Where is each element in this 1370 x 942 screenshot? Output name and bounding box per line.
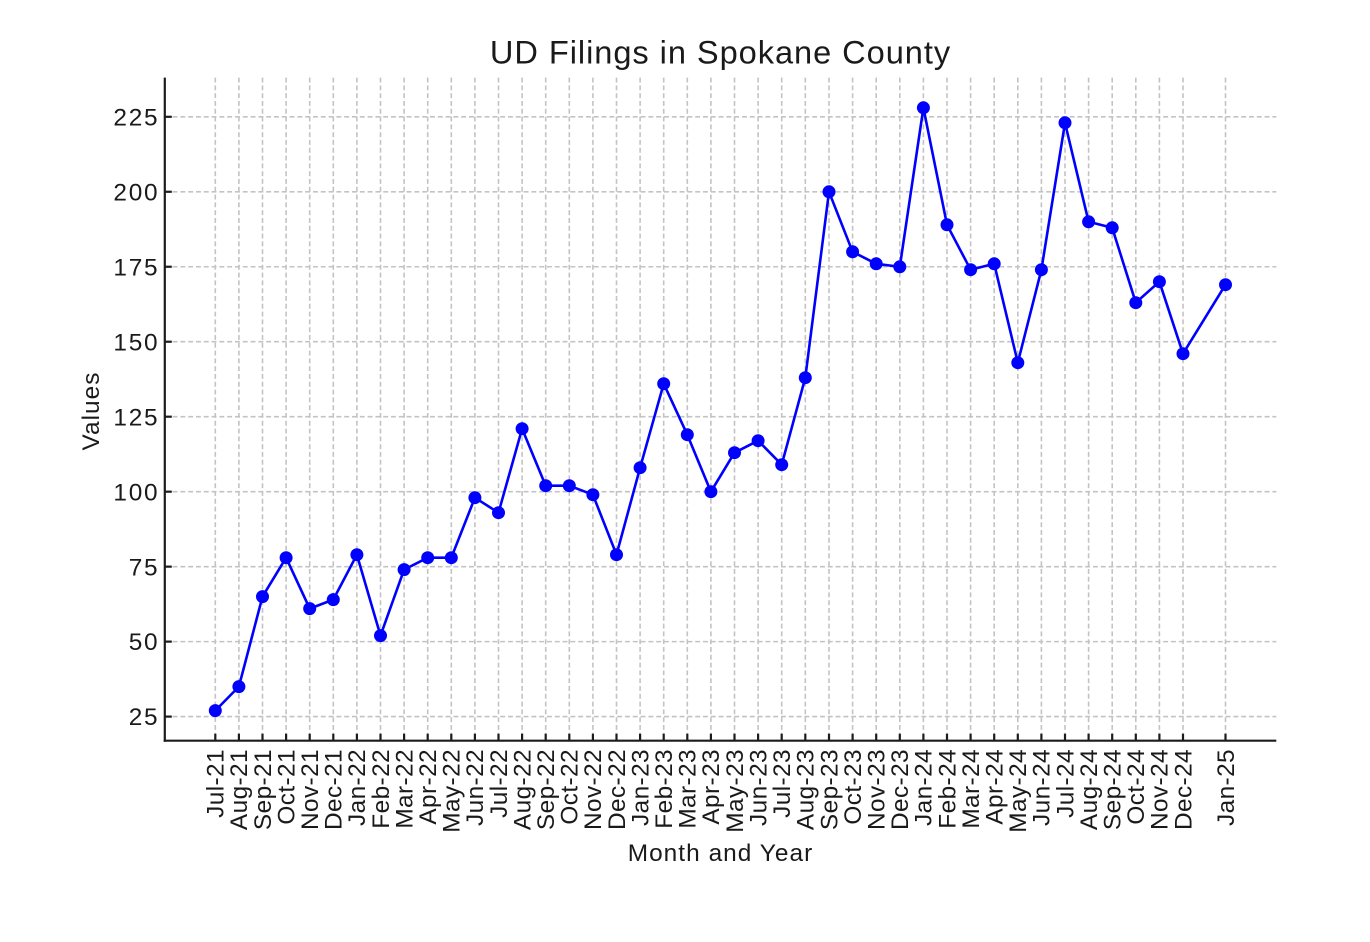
- svg-text:Nov-22: Nov-22: [580, 749, 607, 830]
- svg-text:Oct-23: Oct-23: [840, 749, 867, 825]
- svg-text:Aug-23: Aug-23: [793, 749, 820, 830]
- svg-text:Sep-21: Sep-21: [250, 749, 277, 830]
- svg-text:Jun-23: Jun-23: [745, 749, 772, 826]
- svg-text:Sep-22: Sep-22: [533, 749, 560, 830]
- svg-text:Aug-24: Aug-24: [1076, 749, 1103, 830]
- svg-text:Nov-23: Nov-23: [864, 749, 891, 830]
- svg-text:UD Filings in Spokane County: UD Filings in Spokane County: [490, 34, 951, 71]
- svg-text:Jul-24: Jul-24: [1052, 749, 1079, 818]
- svg-text:Aug-22: Aug-22: [509, 749, 536, 830]
- svg-text:Jan-22: Jan-22: [344, 749, 371, 826]
- svg-text:Dec-24: Dec-24: [1170, 749, 1197, 830]
- svg-text:Oct-21: Oct-21: [273, 749, 300, 825]
- svg-text:Sep-24: Sep-24: [1100, 749, 1127, 830]
- svg-text:100: 100: [113, 479, 159, 506]
- svg-text:Oct-24: Oct-24: [1123, 749, 1150, 825]
- svg-text:Feb-24: Feb-24: [934, 749, 961, 829]
- svg-text:Jan-24: Jan-24: [911, 749, 938, 826]
- svg-text:Nov-21: Nov-21: [297, 749, 324, 830]
- svg-text:Apr-23: Apr-23: [698, 749, 725, 825]
- svg-text:May-23: May-23: [722, 749, 749, 833]
- svg-text:Jun-22: Jun-22: [462, 749, 489, 826]
- svg-text:Sep-23: Sep-23: [816, 749, 843, 830]
- svg-text:Dec-21: Dec-21: [321, 749, 348, 830]
- svg-text:225: 225: [113, 104, 159, 131]
- svg-text:Month and Year: Month and Year: [628, 840, 814, 867]
- svg-text:75: 75: [129, 554, 160, 581]
- svg-text:Dec-22: Dec-22: [604, 749, 631, 830]
- svg-text:Mar-22: Mar-22: [391, 749, 418, 829]
- svg-text:Dec-23: Dec-23: [887, 749, 914, 830]
- svg-text:Aug-21: Aug-21: [226, 749, 253, 830]
- svg-text:Apr-22: Apr-22: [415, 749, 442, 825]
- svg-text:50: 50: [129, 629, 160, 656]
- svg-text:Feb-23: Feb-23: [651, 749, 678, 829]
- svg-text:Nov-24: Nov-24: [1147, 749, 1174, 830]
- svg-text:Oct-22: Oct-22: [557, 749, 584, 825]
- svg-text:Jan-25: Jan-25: [1213, 749, 1240, 826]
- svg-text:Feb-22: Feb-22: [368, 749, 395, 829]
- svg-text:Jul-21: Jul-21: [203, 749, 230, 818]
- svg-text:25: 25: [129, 704, 160, 731]
- svg-text:Jul-23: Jul-23: [769, 749, 796, 818]
- svg-text:175: 175: [113, 254, 159, 281]
- svg-text:Jan-23: Jan-23: [627, 749, 654, 826]
- svg-text:Values: Values: [78, 371, 105, 450]
- svg-text:May-22: May-22: [439, 749, 466, 833]
- svg-text:Mar-23: Mar-23: [675, 749, 702, 829]
- svg-text:Jul-22: Jul-22: [486, 749, 513, 818]
- svg-text:Apr-24: Apr-24: [982, 749, 1009, 825]
- svg-text:125: 125: [113, 404, 159, 431]
- svg-text:150: 150: [113, 329, 159, 356]
- svg-text:Jun-24: Jun-24: [1029, 749, 1056, 826]
- svg-text:200: 200: [113, 179, 159, 206]
- svg-text:Mar-24: Mar-24: [958, 749, 985, 829]
- svg-text:May-24: May-24: [1005, 749, 1032, 833]
